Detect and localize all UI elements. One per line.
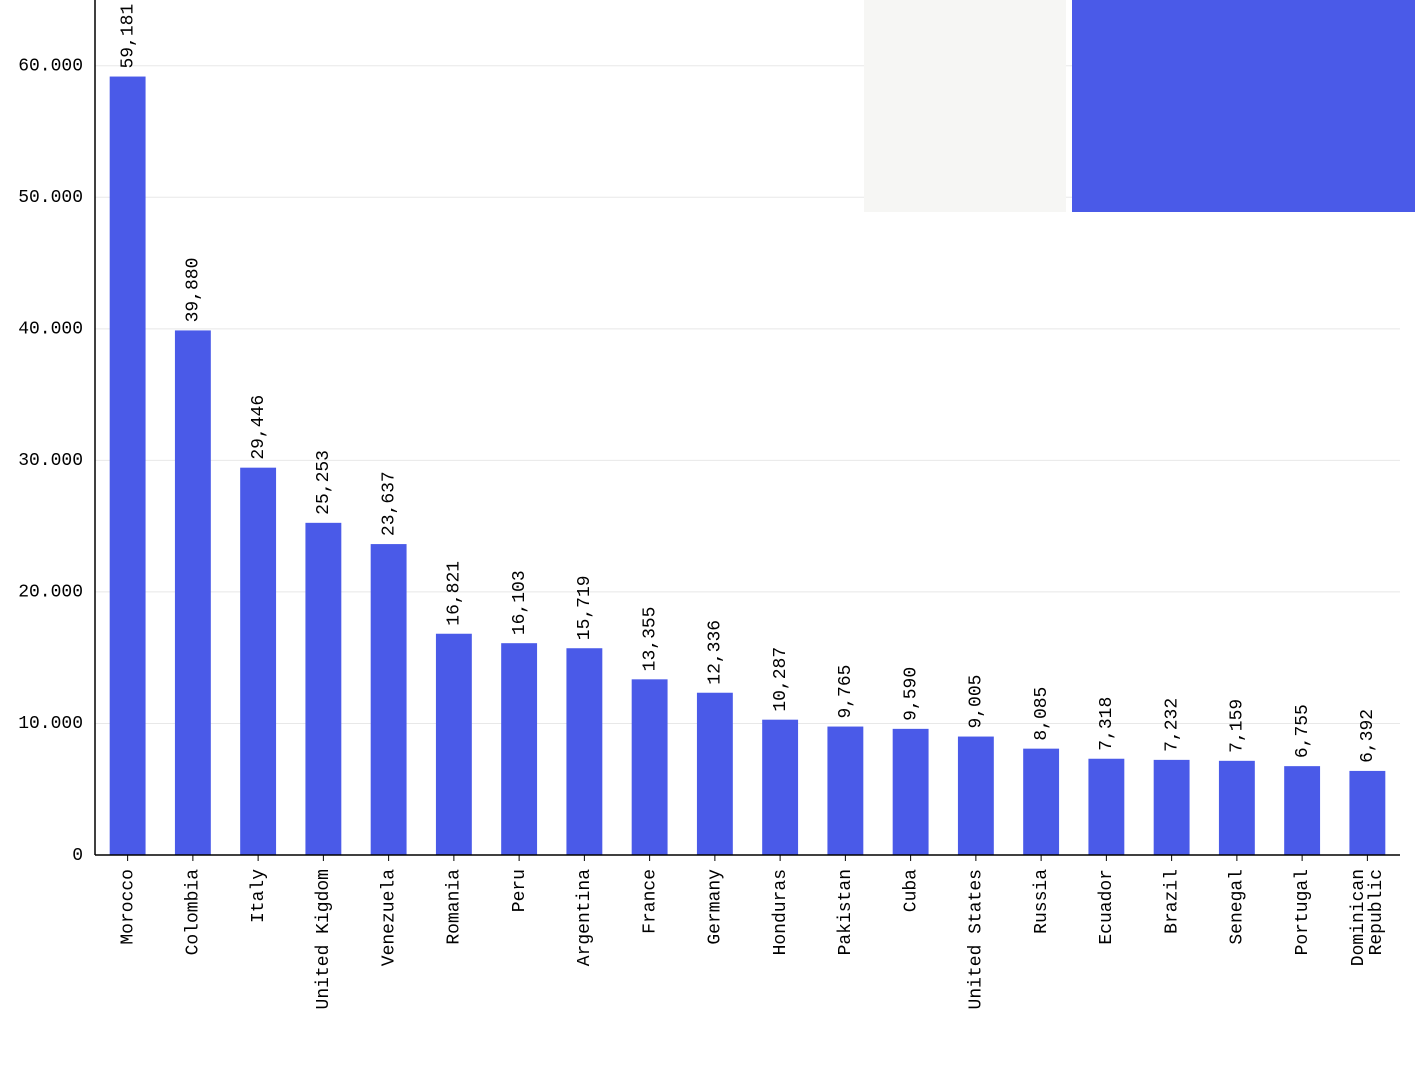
bar-value-label: 16,821 [445, 561, 465, 626]
bar-value-label: 6,755 [1293, 704, 1313, 758]
bar-value-label: 25,253 [314, 450, 334, 515]
x-category-label: Brazil [1162, 869, 1182, 934]
x-category-label: Pakistan [836, 869, 856, 955]
y-tick-label: 50.000 [18, 188, 83, 208]
x-category-label: Senegal [1228, 869, 1248, 945]
bar-value-label: 9,765 [836, 665, 856, 719]
x-category-label: United States [967, 869, 987, 1009]
bar-value-label: 7,159 [1228, 699, 1248, 753]
bar [305, 523, 341, 855]
bar-value-label: 29,446 [249, 395, 269, 460]
bar [632, 679, 668, 855]
bar-value-label: 7,318 [1097, 697, 1117, 751]
x-category-label: Peru [510, 869, 530, 912]
x-category-label: Russia [1032, 869, 1052, 934]
x-category-label: Portugal [1293, 869, 1313, 955]
bar-value-label: 6,392 [1358, 709, 1378, 763]
bar-value-label: 23,637 [379, 471, 399, 536]
x-category-label: Ecuador [1097, 869, 1117, 945]
bar [1154, 760, 1190, 855]
x-category-label: Republic [1367, 869, 1387, 955]
bar-chart: 0 10.000 20.000 30.000 40.000 50.000 60.000 59,… [0, 0, 1415, 1067]
bar [436, 634, 472, 855]
bar [1219, 761, 1255, 855]
chart-svg: 0 10.000 20.000 30.000 40.000 50.000 60.000 59,… [0, 0, 1415, 1067]
x-category-label: Cuba [901, 869, 921, 912]
bar [240, 468, 276, 855]
bar [110, 77, 146, 855]
x-category-label: Dominican [1349, 869, 1369, 966]
y-tick-label: 60.000 [18, 57, 83, 77]
x-category-label: Italy [249, 869, 269, 923]
x-category-label: Argentina [575, 869, 595, 966]
bar-value-label: 9,590 [901, 667, 921, 721]
bar-value-label: 9,005 [967, 675, 987, 729]
bar-value-label: 39,880 [184, 258, 204, 323]
bar [958, 737, 994, 855]
bar [893, 729, 929, 855]
bar [566, 648, 602, 855]
x-category-label: Romania [445, 869, 465, 945]
bar-value-label: 16,103 [510, 570, 530, 635]
x-category-label: Germany [706, 869, 726, 945]
y-tick-label: 0 [72, 846, 83, 866]
legend-box-1 [1072, 0, 1415, 212]
bar [1088, 759, 1124, 855]
x-category-label: Venezuela [379, 869, 399, 966]
bar [501, 643, 537, 855]
bar-value-label: 15,719 [575, 575, 595, 640]
y-tick-label: 20.000 [18, 583, 83, 603]
bar [827, 727, 863, 855]
y-tick-label: 30.000 [18, 451, 83, 471]
x-category-label: France [640, 869, 660, 934]
x-category-label: Colombia [184, 869, 204, 956]
bar-value-label: 10,287 [771, 647, 791, 712]
bar [697, 693, 733, 855]
bar-value-label: 7,232 [1162, 698, 1182, 752]
x-category-label: Honduras [771, 869, 791, 955]
bar [1284, 766, 1320, 855]
y-tick-label: 40.000 [18, 320, 83, 340]
bar-value-label: 8,085 [1032, 687, 1052, 741]
bar-value-label: 13,355 [640, 607, 660, 672]
bar [1349, 771, 1385, 855]
bar-value-label: 12,336 [706, 620, 726, 685]
bar-value-label: 59,181 [118, 4, 138, 69]
x-category-label: Morocco [118, 869, 138, 945]
bar [762, 720, 798, 855]
bar [371, 544, 407, 855]
x-category-label: United Kigdom [314, 869, 334, 1009]
legend-box-0 [864, 0, 1066, 212]
bar [175, 330, 211, 855]
y-tick-label: 10.000 [18, 714, 83, 734]
bar [1023, 749, 1059, 855]
